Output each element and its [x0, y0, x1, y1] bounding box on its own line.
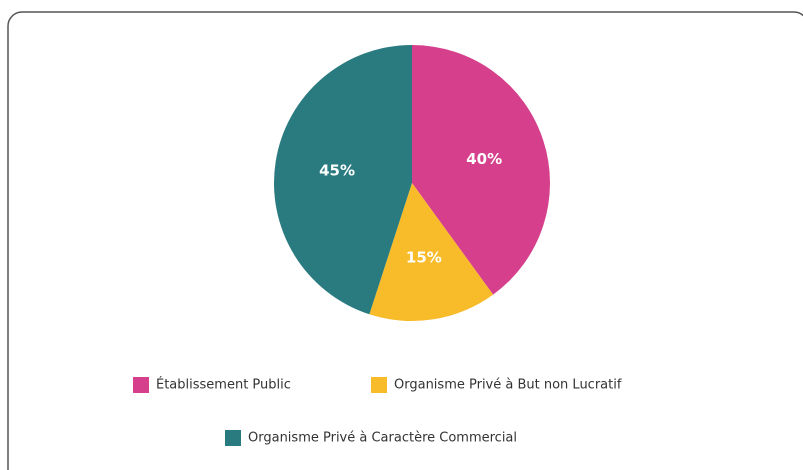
- legend-label: Établissement Public: [156, 377, 291, 393]
- legend-swatch: [371, 377, 387, 393]
- legend-label: Organisme Privé à Caractère Commercial: [248, 431, 517, 446]
- legend-swatch: [225, 430, 241, 446]
- legend-label: Organisme Privé à But non Lucratif: [394, 378, 622, 393]
- data-label: 40%: [466, 150, 502, 168]
- legend-swatch: [133, 377, 149, 393]
- pie-slice: [369, 183, 494, 321]
- pie-slice: [274, 45, 412, 315]
- pie-slice: [412, 45, 550, 295]
- data-label: 15%: [406, 248, 442, 266]
- data-label: 45%: [319, 162, 355, 180]
